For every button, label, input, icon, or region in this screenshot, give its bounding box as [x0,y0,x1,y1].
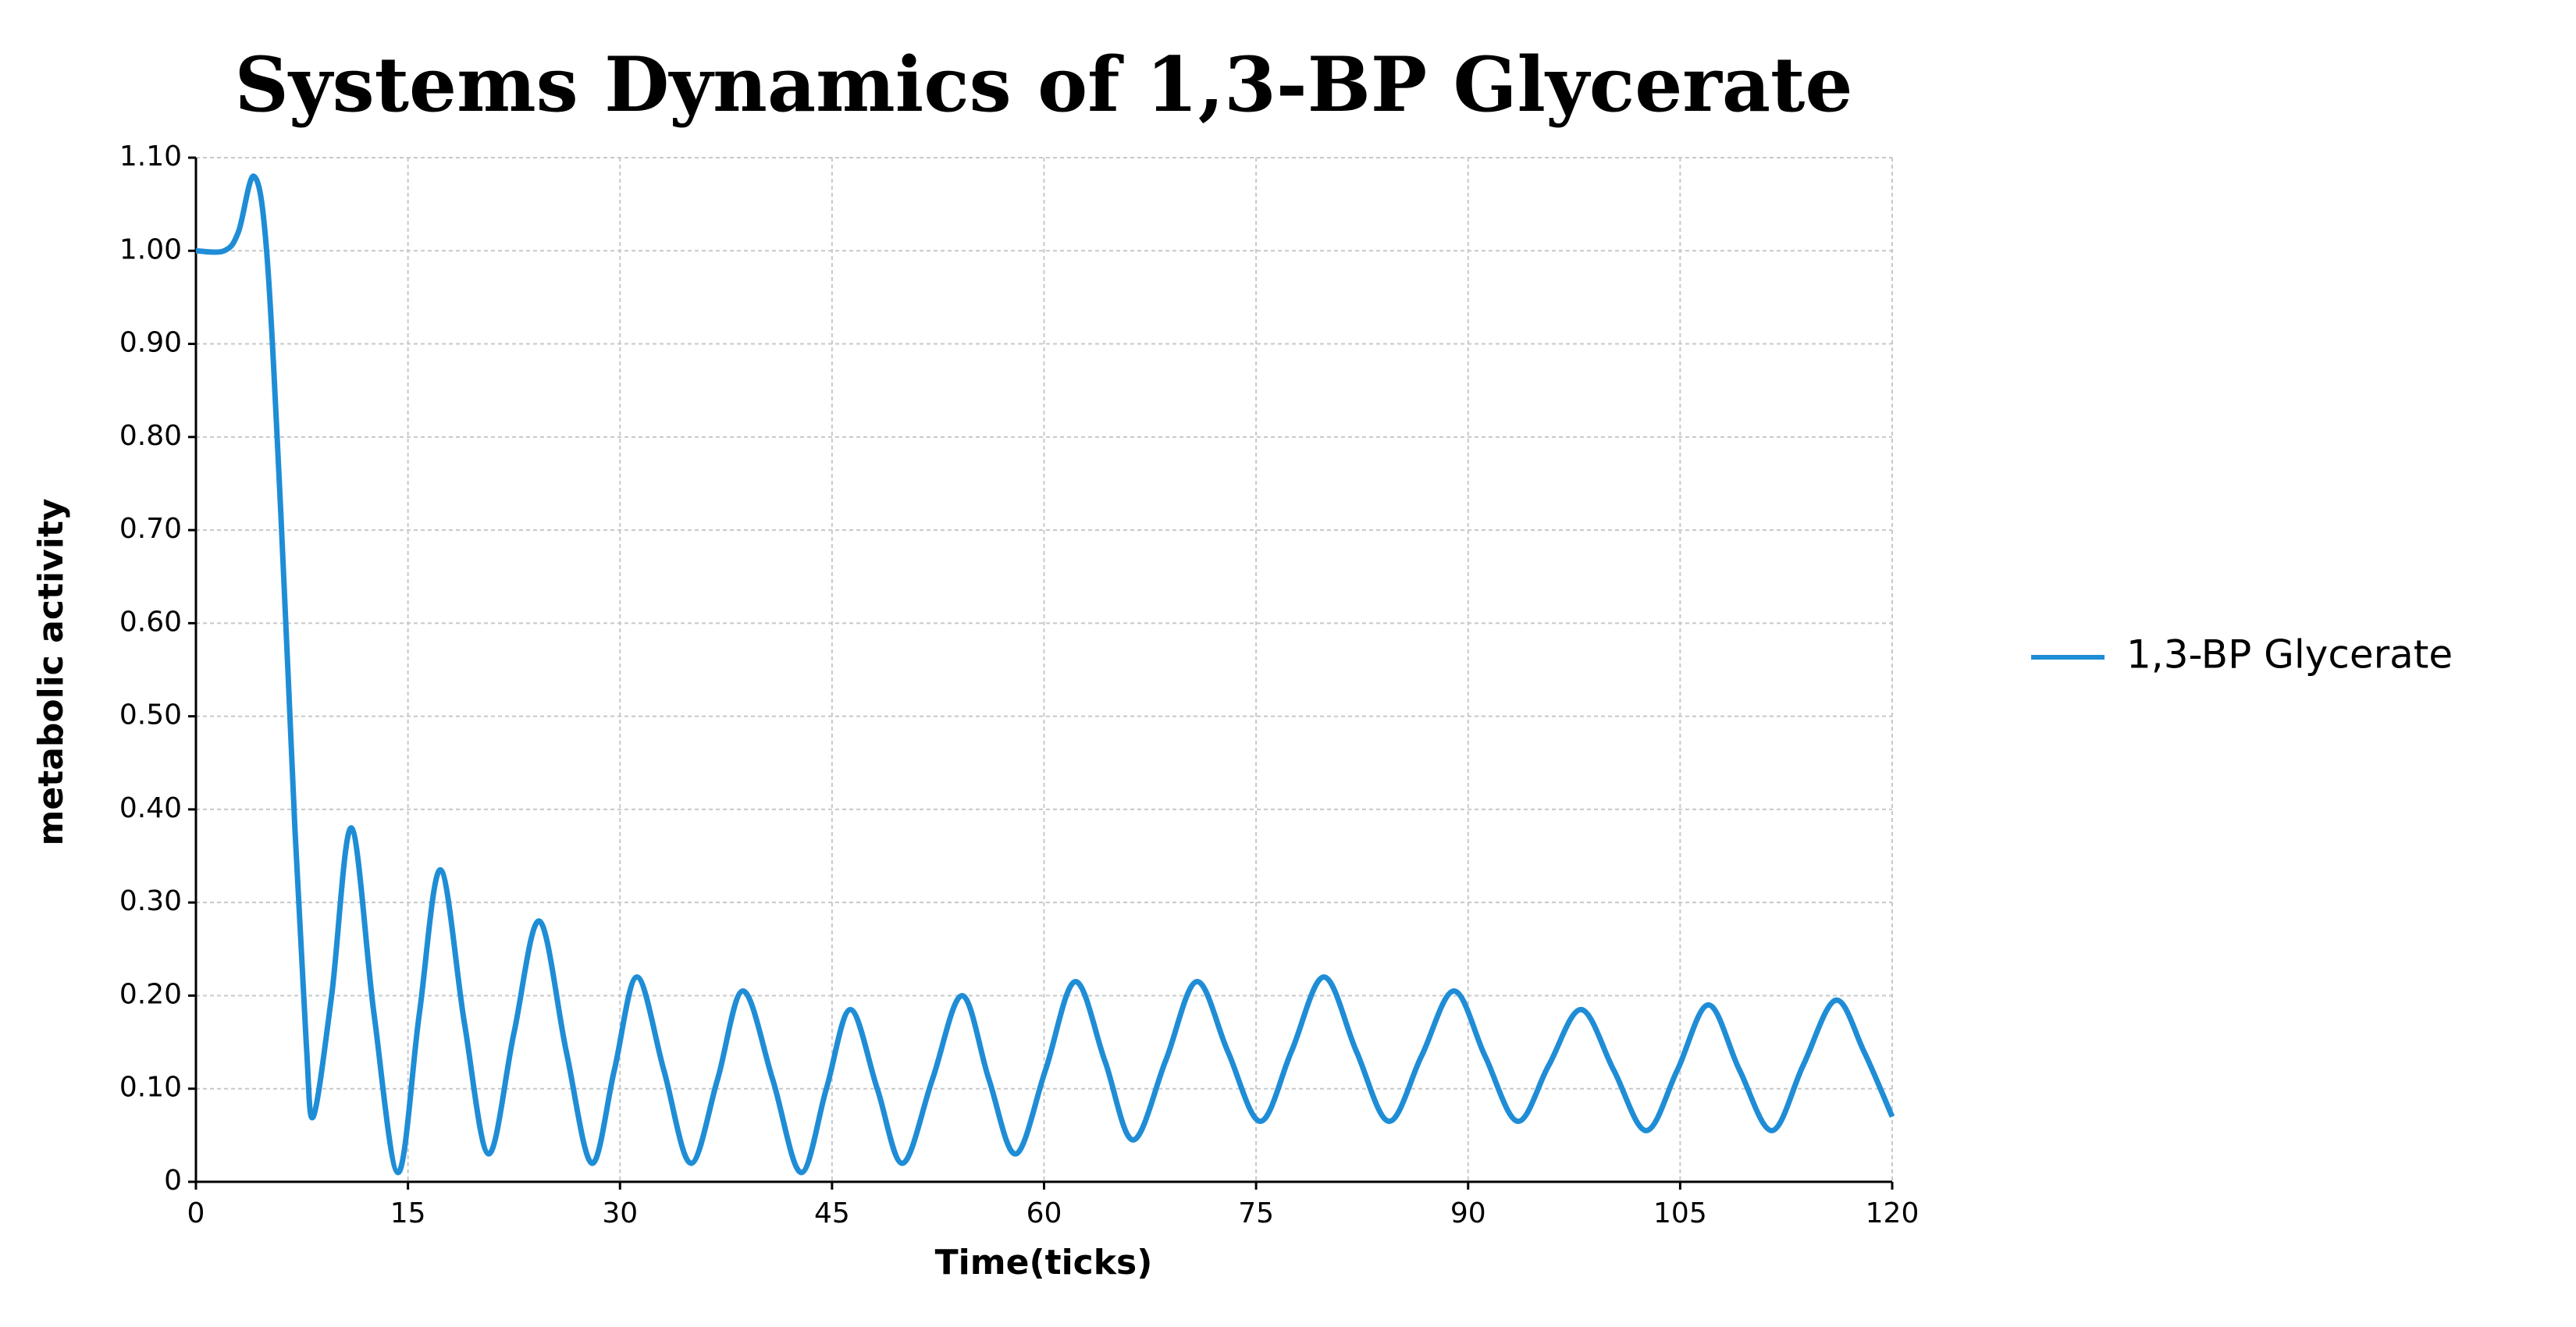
y-tick-label: 0.20 [119,978,182,1010]
y-tick-label: 0.30 [119,885,182,917]
y-tick-label: 0.90 [119,327,182,359]
x-axis-label: Time(ticks) [935,1243,1153,1283]
x-tick-label: 60 [1026,1197,1062,1229]
x-tick-label: 15 [390,1197,426,1229]
x-tick-label: 120 [1866,1197,1920,1229]
y-tick-label: 0.50 [119,699,182,731]
y-tick-label: 0.70 [119,513,182,545]
legend-label: 1,3-BP Glycerate [2126,632,2453,678]
y-tick-label: 1.00 [119,233,182,265]
y-tick-label: 0.60 [119,606,182,638]
x-tick-label: 45 [814,1197,850,1229]
y-tick-label: 0 [164,1165,182,1197]
x-tick-label: 90 [1450,1197,1486,1229]
chart-title: Systems Dynamics of 1,3-BP Glycerate [235,41,1853,129]
y-axis-label: metabolic activity [31,498,71,845]
data-line [195,173,1895,1176]
y-tick-label: 0.40 [119,792,182,824]
x-tick-label: 0 [187,1197,205,1229]
y-tick-label: 0.10 [119,1072,182,1104]
x-tick-label: 75 [1238,1197,1274,1229]
y-tick-label: 0.80 [119,420,182,452]
x-tick-label: 30 [602,1197,638,1229]
x-tick-label: 105 [1653,1197,1707,1229]
y-tick-label: 1.10 [119,141,182,173]
